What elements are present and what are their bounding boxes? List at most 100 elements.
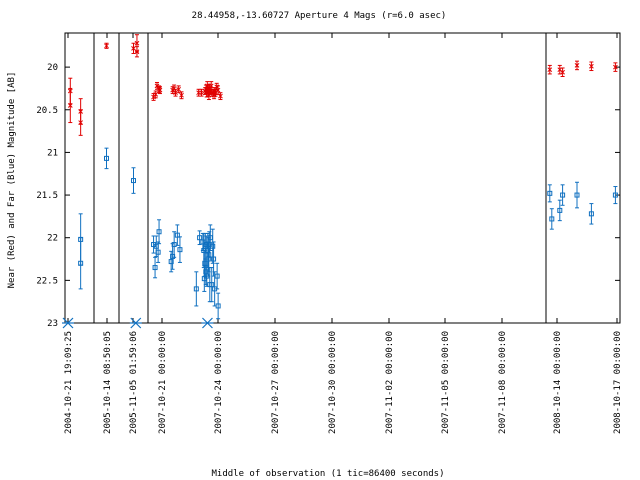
- near-point: [557, 64, 563, 75]
- near-point: [218, 92, 223, 101]
- far-marker: [210, 243, 216, 249]
- near-point: [134, 46, 140, 58]
- far-marker: [547, 190, 553, 196]
- near-marker: [154, 83, 160, 89]
- y-tick-label: 21.5: [36, 191, 58, 201]
- near-point: [173, 88, 178, 97]
- far-marker: [557, 207, 563, 213]
- far-marker: [209, 282, 215, 288]
- near-point: [215, 85, 221, 95]
- far-point: [152, 256, 158, 279]
- far-marker: [197, 235, 203, 241]
- near-marker: [67, 88, 73, 94]
- far-point: [574, 181, 580, 209]
- far-marker: [202, 260, 208, 266]
- near-marker: [134, 40, 140, 46]
- near-marker: [179, 92, 184, 98]
- near-marker: [613, 64, 618, 70]
- far-series: [78, 147, 618, 320]
- far-point: [215, 292, 221, 320]
- far-marker: [549, 216, 555, 222]
- far-marker: [560, 192, 566, 198]
- near-marker: [560, 69, 565, 75]
- x-tick-label: 2007-11-08 00:00:00: [498, 331, 508, 434]
- far-marker: [78, 260, 84, 266]
- y-tick-label: 20.5: [36, 106, 58, 116]
- x-tick-label: 2007-10-21 00:00:00: [158, 331, 168, 434]
- far-point: [193, 271, 199, 307]
- far-point: [214, 262, 220, 290]
- x-tick-label: 2005-11-05 01:59:06: [129, 331, 139, 434]
- near-point: [547, 64, 553, 75]
- far-marker: [171, 242, 177, 248]
- far-marker: [168, 259, 174, 265]
- near-point: [589, 61, 594, 72]
- far-marker: [104, 155, 109, 161]
- far-point: [131, 167, 136, 194]
- far-point: [171, 231, 177, 258]
- near-point: [176, 85, 182, 94]
- plot-frame: [64, 32, 621, 324]
- near-marker: [547, 67, 553, 73]
- near-marker: [134, 49, 140, 55]
- near-point: [196, 88, 201, 97]
- far-point: [612, 186, 618, 205]
- x-tick-label: 2007-11-05 00:00:00: [441, 331, 451, 434]
- far-marker: [215, 303, 221, 309]
- far-point: [156, 219, 162, 245]
- near-marker: [157, 87, 163, 93]
- near-point: [131, 42, 136, 54]
- y-axis: 20 20.5 21 21.5 22 22.5 23: [36, 63, 620, 329]
- limit-marker: [129, 317, 142, 329]
- far-marker: [156, 229, 162, 235]
- near-point: [199, 88, 204, 97]
- far-point: [211, 241, 217, 277]
- x-tick-label: 2005-10-14 08:50:05: [103, 331, 113, 434]
- near-point: [574, 60, 580, 71]
- x-tick-label: 2007-11-02 00:00:00: [385, 331, 395, 434]
- far-point: [78, 237, 84, 290]
- far-point: [549, 208, 555, 230]
- limit-marker: [62, 317, 74, 329]
- far-marker: [193, 286, 199, 292]
- near-point: [157, 86, 163, 95]
- y-tick-label: 22.5: [36, 276, 58, 286]
- limit-marker: [201, 317, 214, 329]
- x-tick-label: 2008-10-14 00:00:00: [553, 331, 563, 434]
- chart-title: 28.44958,-13.60727 Aperture 4 Mags (r=6.…: [192, 11, 447, 21]
- near-marker: [131, 45, 136, 51]
- far-marker: [131, 178, 136, 184]
- near-marker: [218, 93, 223, 99]
- x-tick-label: 2004-10-21 19:09:25: [64, 331, 74, 434]
- x-axis: 2004-10-21 19:09:25 2005-10-14 08:50:05 20…: [64, 33, 623, 434]
- far-point: [197, 230, 203, 246]
- near-point: [613, 62, 618, 72]
- far-point: [557, 199, 563, 222]
- far-marker: [174, 232, 180, 238]
- x-tick-label: 2008-10-17 00:00:00: [613, 331, 623, 434]
- far-point: [588, 203, 594, 225]
- near-point: [179, 91, 184, 100]
- near-marker: [574, 63, 580, 68]
- near-point: [208, 81, 214, 91]
- far-point: [560, 184, 566, 206]
- far-point: [177, 236, 183, 263]
- near-marker: [208, 83, 214, 89]
- far-point: [104, 147, 109, 170]
- near-marker: [171, 86, 177, 91]
- x-axis-label: Middle of observation (1 tic=86400 secon…: [212, 469, 445, 479]
- far-point: [547, 184, 553, 203]
- near-marker: [104, 43, 109, 49]
- near-marker: [78, 120, 84, 125]
- y-tick-label: 21: [47, 148, 58, 158]
- near-marker: [153, 92, 159, 97]
- near-point: [78, 109, 84, 136]
- panel-dividers: [93, 33, 547, 323]
- far-marker: [152, 265, 158, 271]
- y-tick-label: 20: [47, 63, 58, 73]
- near-marker: [199, 90, 204, 96]
- far-point: [174, 224, 180, 246]
- near-marker: [176, 86, 182, 92]
- near-point: [560, 67, 565, 77]
